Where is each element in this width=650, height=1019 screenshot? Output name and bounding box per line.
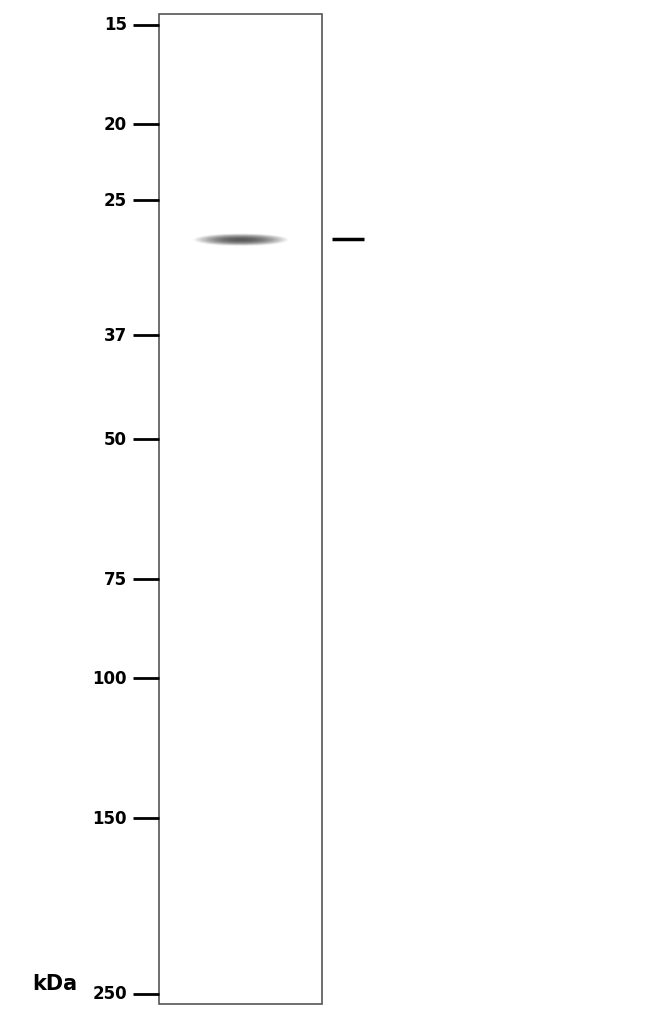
Text: 20: 20 <box>103 115 127 133</box>
Text: 100: 100 <box>92 669 127 687</box>
Text: 250: 250 <box>92 984 127 1003</box>
Bar <box>159 15 322 1004</box>
Text: kDa: kDa <box>32 973 78 994</box>
Text: 15: 15 <box>104 16 127 35</box>
Text: 150: 150 <box>92 809 127 826</box>
Text: 75: 75 <box>103 571 127 588</box>
Text: 50: 50 <box>104 431 127 448</box>
Text: 37: 37 <box>103 327 127 345</box>
Text: 25: 25 <box>103 193 127 210</box>
